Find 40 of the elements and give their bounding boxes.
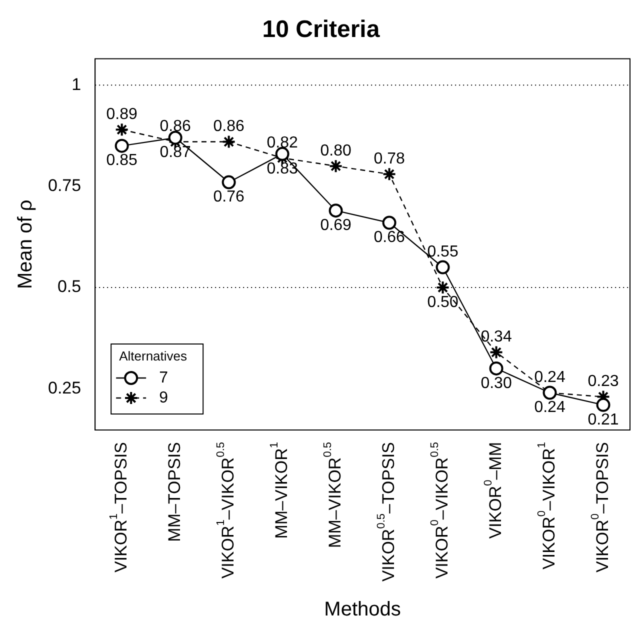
y-tick-label: 0.25	[48, 378, 82, 398]
chart-title: 10 Criteria	[262, 16, 380, 44]
legend-label: 9	[159, 389, 168, 406]
y-tick-label: 0.5	[57, 277, 82, 296]
data-label: 0.23	[588, 373, 619, 390]
data-label: 0.83	[266, 160, 298, 178]
x-tick-label: VIKOR0.5–TOPSIS	[375, 442, 398, 582]
data-label: 0.50	[427, 294, 458, 311]
x-tick-label: VIKOR0–MM	[482, 442, 505, 539]
y-axis-title: Mean of ρ	[14, 200, 37, 289]
y-tick-label: 1	[72, 74, 82, 94]
data-label: 0.86	[213, 118, 244, 136]
x-tick-label: MM–VIKOR0.5	[322, 442, 344, 548]
data-label: 0.78	[374, 150, 405, 168]
data-label: 0.30	[480, 374, 512, 392]
data-label: 0.85	[106, 152, 138, 170]
data-label: 0.24	[534, 369, 566, 386]
x-tick-label: MM–VIKOR1	[268, 442, 291, 539]
data-label: 0.80	[320, 142, 352, 160]
x-axis-title: Methods	[324, 598, 401, 621]
data-label: 0.55	[427, 244, 458, 261]
data-label: 0.86	[160, 118, 191, 136]
data-label: 0.82	[266, 134, 298, 152]
legend-label: 7	[159, 369, 168, 386]
data-label: 0.34	[480, 328, 512, 346]
data-label: 0.76	[213, 188, 244, 206]
x-tick-label: VIKOR1–TOPSIS	[108, 442, 131, 573]
data-label: 0.87	[160, 144, 191, 162]
data-label: 0.24	[534, 399, 566, 416]
legend-title: Alternatives	[119, 348, 188, 364]
x-tick-label: MM–TOPSIS	[165, 442, 184, 542]
x-tick-label: VIKOR0–VIKOR0.5	[428, 442, 452, 579]
x-tick-label: VIKOR0–TOPSIS	[589, 442, 612, 573]
x-tick-label: VIKOR1–VIKOR0.5	[214, 442, 238, 579]
x-tick-label: VIKOR0–VIKOR1	[536, 442, 558, 570]
data-label: 0.66	[374, 229, 405, 246]
y-tick-label: 0.75	[48, 176, 82, 195]
data-label: 0.69	[320, 217, 352, 234]
data-label: 0.21	[588, 411, 619, 428]
data-label: 0.89	[106, 106, 138, 124]
